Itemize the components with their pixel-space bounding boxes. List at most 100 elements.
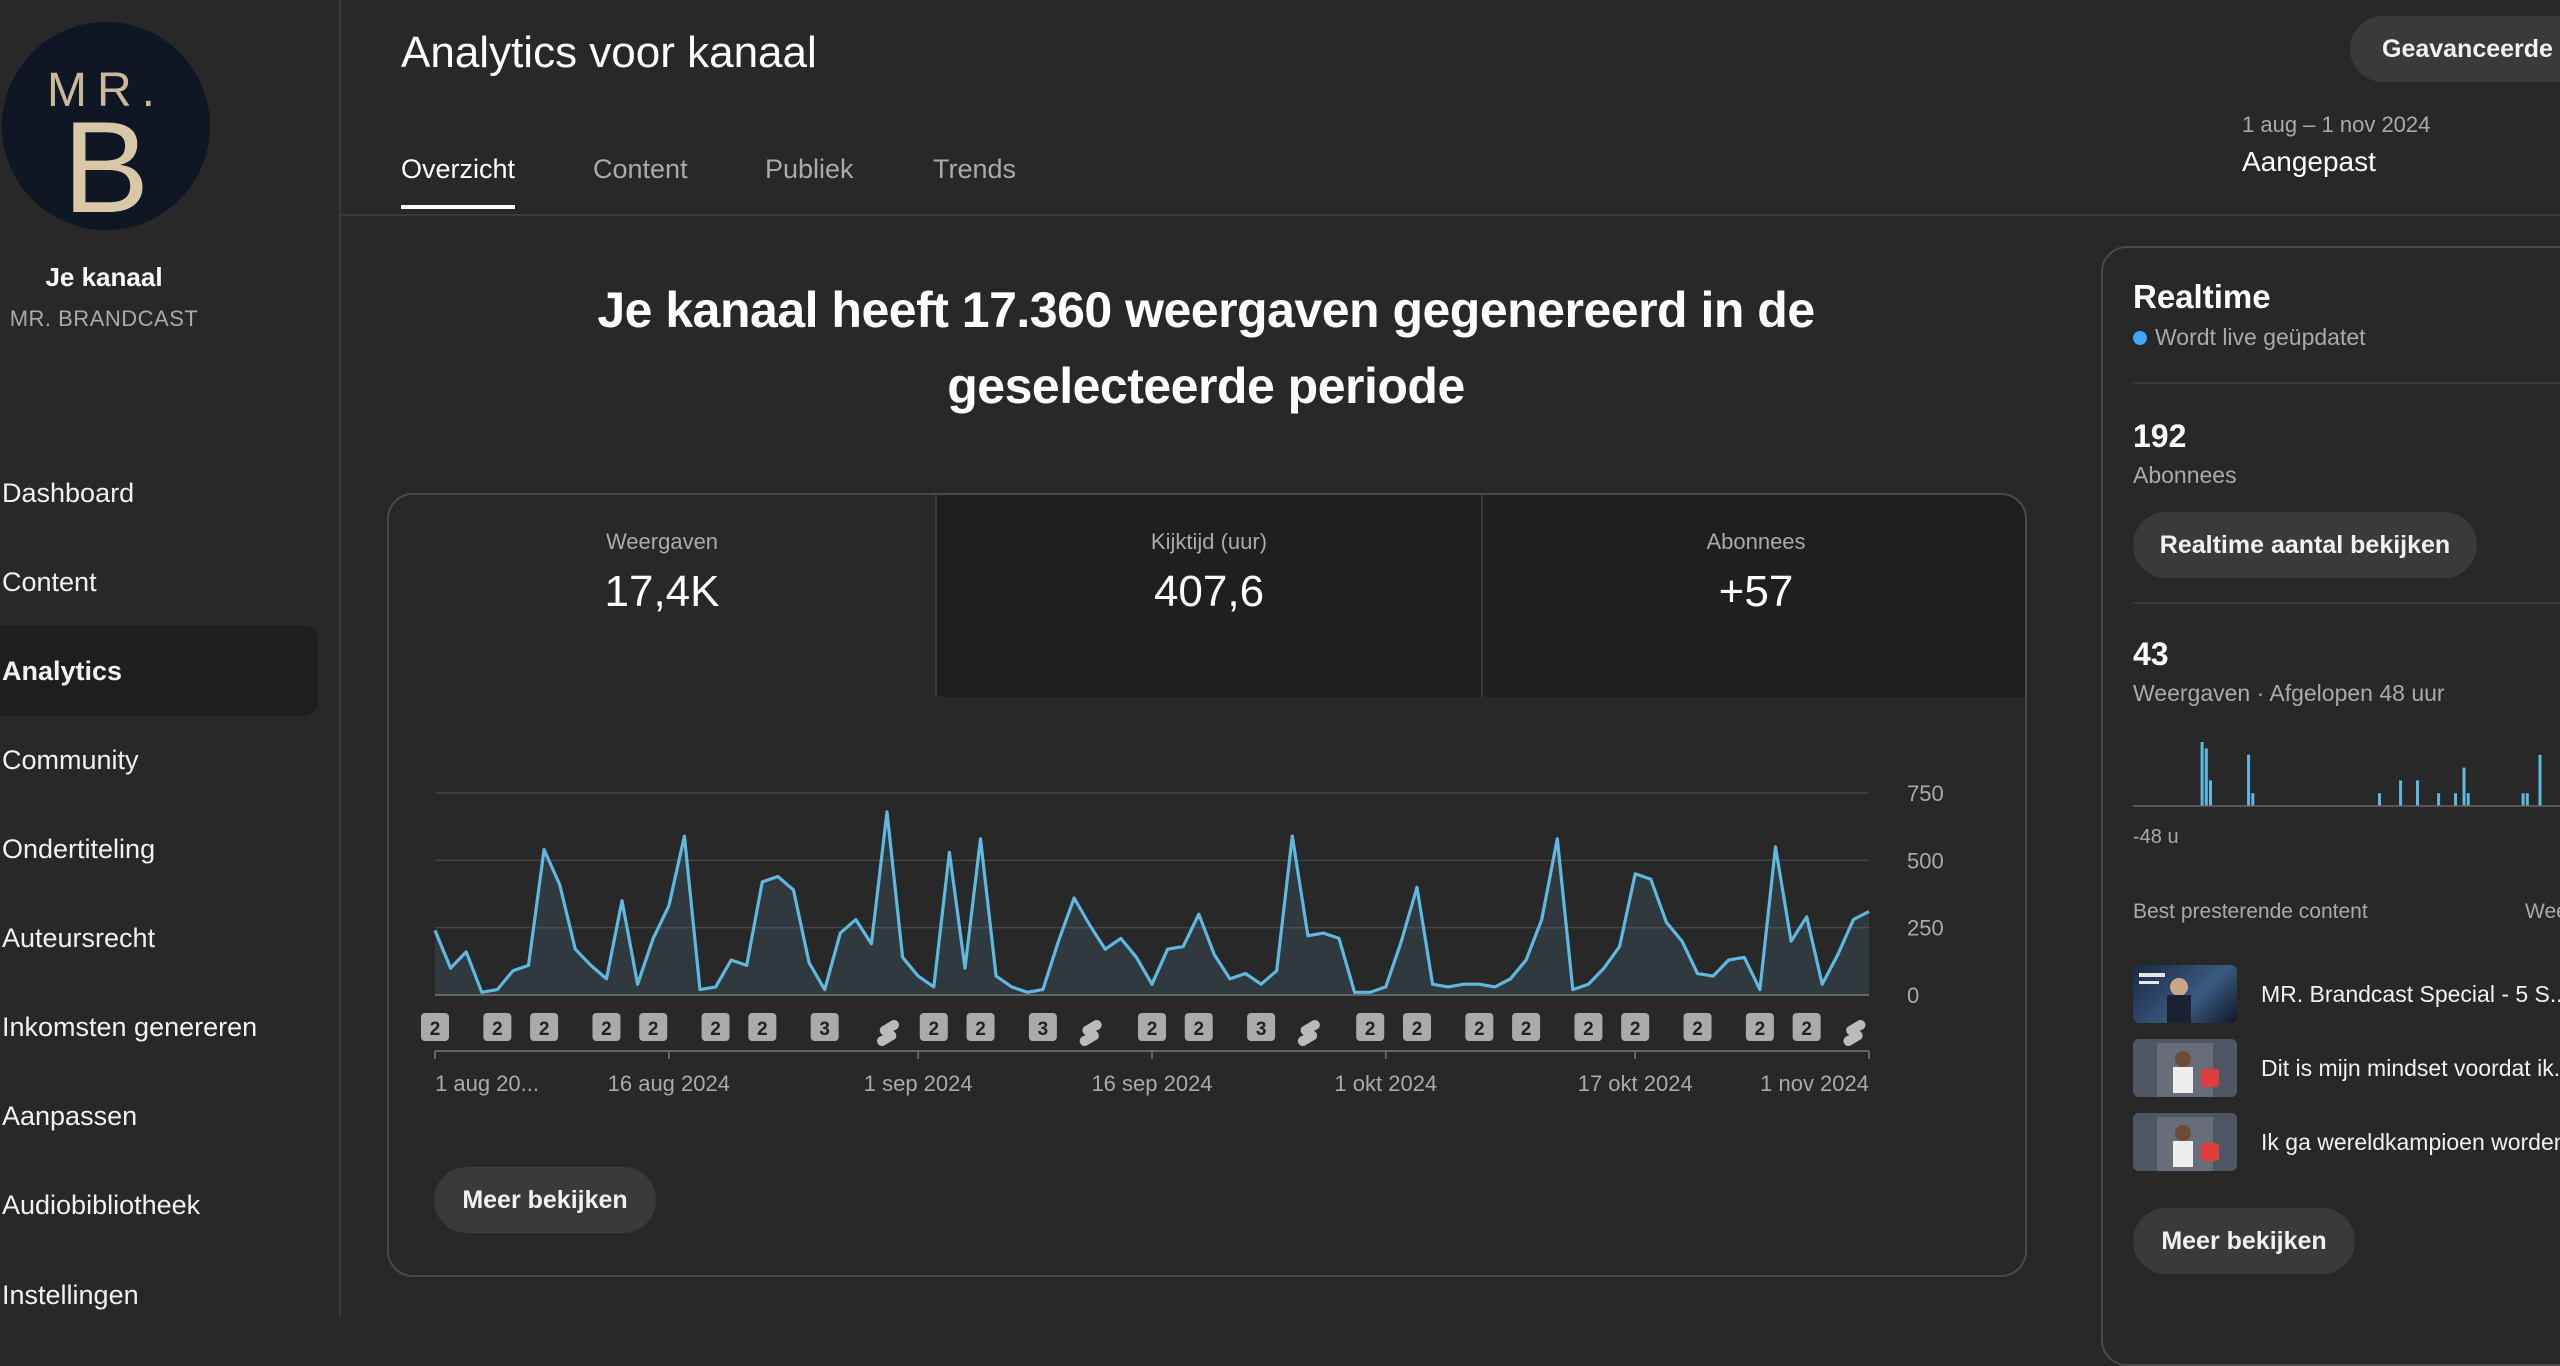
date-range[interactable]: 1 aug – 1 nov 2024 — [2242, 112, 2431, 137]
sidebar-item-label: Analytics — [2, 655, 123, 686]
metric-value: 407,6 — [1153, 567, 1265, 616]
tab-overview[interactable]: Overzicht — [401, 154, 516, 209]
upload-marker-label: 2 — [710, 1019, 721, 1040]
list-item[interactable]: Dit is mijn mindset voordat ik... — [2133, 1038, 2560, 1098]
upload-marker — [1621, 1013, 1650, 1041]
sidebar-item-copyright[interactable]: Auteursrecht — [0, 893, 318, 983]
video-title: Ik ga wereldkampioen worden... — [2261, 1128, 2560, 1155]
upload-marker — [1138, 1013, 1166, 1041]
shorts-marker-icon — [877, 1020, 900, 1046]
tab-trends[interactable]: Trends — [933, 154, 1017, 184]
realtime-bar — [2378, 793, 2381, 806]
realtime-bar — [2525, 793, 2529, 806]
sidebar-item-label: Audiobibliotheek — [2, 1189, 201, 1220]
realtime-bar — [2437, 793, 2441, 806]
best-content-col2: Weergaven — [2525, 900, 2560, 923]
upload-marker-label: 2 — [1630, 1019, 1641, 1040]
upload-marker-label: 2 — [1412, 1019, 1423, 1040]
upload-marker-label: 2 — [492, 1019, 503, 1040]
upload-marker-label: 2 — [539, 1019, 550, 1040]
channel-title: Je kanaal — [45, 262, 163, 292]
views-line — [433, 810, 1870, 994]
upload-marker-label: 2 — [928, 1019, 939, 1040]
video-title: MR. Brandcast Special - 5 S... — [2261, 980, 2560, 1007]
realtime-bar — [2454, 793, 2457, 806]
upload-marker — [1247, 1013, 1276, 1041]
upload-marker-label: 2 — [1521, 1019, 1532, 1040]
metric-value: +57 — [1718, 567, 1794, 616]
x-tick-label: 16 aug 2024 — [608, 1071, 730, 1096]
sidebar-item-monetization[interactable]: Inkomsten genereren — [0, 982, 318, 1072]
upload-marker — [701, 1013, 730, 1041]
list-item[interactable]: MR. Brandcast Special - 5 S... — [2133, 964, 2560, 1024]
upload-marker-label: 2 — [1365, 1019, 1376, 1040]
sidebar-item-subtitles[interactable]: Ondertiteling — [0, 804, 318, 894]
page-title: Analytics voor kanaal — [401, 28, 817, 77]
tab-audience[interactable]: Publiek — [765, 154, 854, 184]
summary-headline: Je kanaal heeft 17.360 weergaven gegener… — [597, 282, 1815, 414]
upload-marker-label: 2 — [1801, 1019, 1812, 1040]
sidebar-item-analytics[interactable]: Analytics — [0, 626, 318, 716]
upload-marker-label: 3 — [1038, 1019, 1049, 1040]
metric-watch-time[interactable]: Kijktijd (uur) 407,6 — [935, 495, 1481, 697]
views-chart[interactable]: 0 250 500 750 2 2 2 2 2 2 2 3 2 2 3 2 2 3 2 2 2 2 2 2 2 2 2 1 aug 2… — [389, 697, 2027, 1117]
tab-content[interactable]: Content — [593, 154, 688, 184]
sidebar-item-community[interactable]: Community — [0, 715, 318, 805]
upload-marker-label: 3 — [1256, 1019, 1267, 1040]
best-content-label: Best presterende content — [2133, 900, 2368, 923]
upload-marker — [530, 1013, 559, 1041]
shorts-marker-icon — [1843, 1020, 1866, 1046]
metric-label: Abonnees — [1706, 529, 1806, 554]
realtime-bar — [2247, 754, 2251, 806]
channel-avatar[interactable]: MR. B — [2, 22, 210, 230]
realtime-subscribers-label: Abonnees — [2133, 462, 2237, 488]
realtime-bar-chart[interactable] — [2103, 736, 2560, 816]
upload-marker — [1574, 1013, 1603, 1041]
realtime-bar — [2538, 754, 2542, 806]
x-tick-label: 16 sep 2024 — [1091, 1071, 1212, 1096]
upload-marker-label: 2 — [601, 1019, 612, 1040]
more-button[interactable]: Meer bekijken — [434, 1167, 656, 1233]
realtime-bar — [2521, 793, 2525, 806]
sidebar-item-label: Inkomsten genereren — [2, 1011, 258, 1042]
upload-marker — [1792, 1013, 1821, 1041]
upload-marker — [1028, 1013, 1057, 1041]
metric-subscribers[interactable]: Abonnees +57 — [1481, 495, 2025, 697]
upload-marker-label: 2 — [1583, 1019, 1594, 1040]
divider — [2133, 382, 2560, 384]
x-tick-label: 1 okt 2024 — [1334, 1071, 1437, 1096]
upload-marker-label: 2 — [1474, 1019, 1485, 1040]
advanced-mode-button[interactable]: Geavanceerde modus — [2350, 16, 2560, 82]
upload-marker-label: 3 — [819, 1019, 830, 1040]
upload-marker-label: 2 — [1193, 1019, 1204, 1040]
realtime-count-button[interactable]: Realtime aantal bekijken — [2133, 512, 2477, 578]
metric-views[interactable]: Weergaven 17,4K — [389, 495, 935, 697]
metric-value: 17,4K — [604, 567, 720, 616]
sidebar-item-label: Community — [2, 744, 139, 775]
sidebar-item-settings[interactable]: Instellingen — [0, 1270, 318, 1320]
realtime-more-button[interactable]: Meer bekijken — [2133, 1208, 2355, 1274]
date-preset[interactable]: Aangepast — [2242, 146, 2376, 177]
x-tick-label: 1 aug 20... — [435, 1071, 539, 1096]
sidebar-item-label: Dashboard — [2, 477, 135, 508]
sidebar-item-audio-library[interactable]: Audiobibliotheek — [0, 1160, 318, 1250]
upload-marker — [810, 1013, 839, 1041]
upload-marker-label: 2 — [648, 1019, 659, 1040]
sidebar-item-content[interactable]: Content — [0, 537, 318, 627]
upload-marker — [1356, 1013, 1385, 1041]
live-status-label: Wordt live geüpdatet — [2155, 324, 2366, 350]
upload-marker — [1683, 1013, 1712, 1041]
views-area — [435, 811, 1869, 995]
y-tick-label: 250 — [1907, 916, 1944, 941]
live-status: Wordt live geüpdatet — [2133, 324, 2366, 351]
upload-marker — [1402, 1013, 1431, 1041]
realtime-panel: Realtime Wordt live geüpdatet 192 Abonne… — [2101, 246, 2560, 1366]
tab-bar: Overzicht Content Publiek Trends — [341, 120, 2560, 216]
sidebar-item-label: Instellingen — [2, 1279, 139, 1310]
sidebar-item-customization[interactable]: Aanpassen — [0, 1071, 318, 1161]
list-item[interactable]: Ik ga wereldkampioen worden... — [2133, 1112, 2560, 1172]
realtime-bar — [2466, 793, 2470, 806]
sidebar-item-label: Aanpassen — [2, 1100, 138, 1131]
avatar-text-top: MR. — [47, 64, 165, 117]
sidebar-item-dashboard[interactable]: Dashboard — [0, 448, 318, 538]
